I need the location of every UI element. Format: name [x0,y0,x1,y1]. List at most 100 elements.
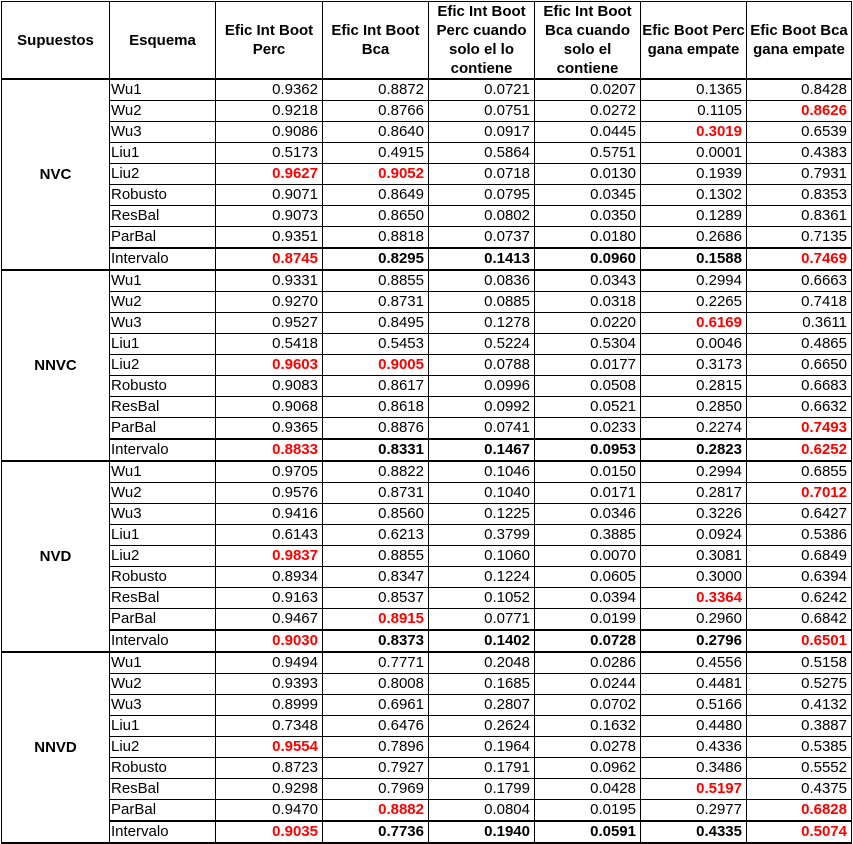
scheme-cell: Wu3 [109,312,216,334]
value-cell: 0.0070 [534,545,641,567]
value-cell: 0.7896 [322,736,429,758]
value-cell: 0.6842 [746,608,852,631]
interval-row: Intervalo 0.8833 0.8331 0.1467 0.0953 0.2823 0… [2,438,852,462]
value-cell: 0.1278 [428,312,535,334]
value-cell: 0.8560 [322,503,429,525]
value-cell: 0.5166 [640,694,747,716]
value-cell: 0.0718 [428,163,535,185]
value-cell: 0.9393 [215,673,323,695]
value-cell: 0.0836 [428,269,535,292]
value-cell: 0.8618 [322,396,429,418]
value-cell: 0.0521 [534,396,641,418]
value-cell: 0.8331 [322,438,429,462]
value-cell: 0.7012 [746,482,852,504]
scheme-cell: Robusto [109,757,216,779]
value-cell: 0.0199 [534,608,641,631]
value-cell: 0.0272 [534,100,641,122]
value-cell: 0.3019 [640,121,747,143]
value-cell: 0.0591 [534,820,641,844]
value-cell: 0.0751 [428,100,535,122]
table-row: NVC Wu1 0.9362 0.8872 0.0721 0.0207 0.1365 0.84… [1,78,852,271]
value-cell: 0.0428 [534,778,641,800]
group-label: NNVD [1,651,110,844]
value-cell: 0.1413 [428,247,535,271]
value-cell: 0.0394 [534,587,641,609]
table-row: NVD Wu1 0.9705 0.8822 0.1046 0.0150 0.2994 0.68… [1,460,852,653]
table-row: ParBal 0.9467 0.8915 0.0771 0.0199 0.2960 0.68… [2,608,852,631]
value-cell: 0.7348 [215,715,323,737]
value-cell: 0.7135 [746,226,852,249]
value-cell: 0.0343 [534,269,641,292]
value-cell: 0.9163 [215,587,323,609]
value-cell: 0.0802 [428,205,535,227]
value-cell: 0.5158 [746,651,852,674]
value-cell: 0.5418 [215,333,323,355]
value-cell: 0.0953 [534,438,641,462]
table-row: Wu2 0.9218 0.8766 0.0751 0.0272 0.1105 0.8626 [2,100,852,122]
value-cell: 0.2823 [640,438,747,462]
value-cell: 0.6213 [322,524,429,546]
value-cell: 0.6143 [215,524,323,546]
value-cell: 0.0771 [428,608,535,631]
value-cell: 0.9362 [215,78,323,101]
header-perc-gana-empate: Efic Boot Perc gana empate [640,1,747,80]
value-cell: 0.9576 [215,482,323,504]
value-cell: 0.9218 [215,100,323,122]
scheme-cell: Wu1 [109,651,216,674]
interval-row: Intervalo 0.8745 0.8295 0.1413 0.0960 0.1588 0… [2,247,852,271]
value-cell: 0.9331 [215,269,323,292]
value-cell: 0.0605 [534,566,641,588]
value-cell: 0.8537 [322,587,429,609]
table-row: Liu2 0.9603 0.9005 0.0788 0.0177 0.3173 0.6650 [2,354,852,376]
table-row: NNVD Wu1 0.9494 0.7771 0.2048 0.0286 0.4556 0.5… [1,651,852,844]
table-row: Wu3 0.9416 0.8560 0.1225 0.0346 0.3226 0.6427 [2,503,852,525]
value-cell: 0.5751 [534,142,641,164]
value-cell: 0.7736 [322,820,429,844]
value-cell: 0.3887 [746,715,852,737]
value-cell: 0.9554 [215,736,323,758]
table-body: NVC Wu1 0.9362 0.8872 0.0721 0.0207 0.1365 0.84… [1,78,852,844]
table-row: Wu2 0.9393 0.8008 0.1685 0.0244 0.4481 0.5275 [2,673,852,695]
value-cell: 0.2977 [640,799,747,822]
scheme-cell: Wu3 [109,694,216,716]
value-cell: 0.8347 [322,566,429,588]
value-cell: 0.0962 [534,757,641,779]
group-label: NVD [1,460,110,653]
scheme-cell: Wu2 [109,100,216,122]
value-cell: 0.1467 [428,438,535,462]
value-cell: 0.9470 [215,799,323,822]
value-cell: 0.9705 [215,460,323,483]
value-cell: 0.2048 [428,651,535,674]
value-cell: 0.2815 [640,375,747,397]
value-cell: 0.1799 [428,778,535,800]
table-row: NNVC Wu1 0.9331 0.8855 0.0836 0.0343 0.2994 0.6… [1,269,852,462]
value-cell: 0.3226 [640,503,747,525]
value-cell: 0.7493 [746,417,852,440]
scheme-cell: Liu1 [109,715,216,737]
scheme-cell: Wu3 [109,503,216,525]
value-cell: 0.0917 [428,121,535,143]
value-cell: 0.1046 [428,460,535,483]
value-cell: 0.1632 [534,715,641,737]
value-cell: 0.0046 [640,333,747,355]
scheme-cell: Liu1 [109,142,216,164]
value-cell: 0.8855 [322,269,429,292]
value-cell: 0.6683 [746,375,852,397]
value-cell: 0.5386 [746,524,852,546]
scheme-cell: Wu3 [109,121,216,143]
value-cell: 0.0207 [534,78,641,101]
value-cell: 0.1225 [428,503,535,525]
header-efic-bca-solo: Efic Int Boot Bca cuando solo el contien… [534,1,641,80]
value-cell: 0.9298 [215,778,323,800]
value-cell: 0.0177 [534,354,641,376]
value-cell: 0.8008 [322,673,429,695]
value-cell: 0.5453 [322,333,429,355]
value-cell: 0.8626 [746,100,852,122]
value-cell: 0.8731 [322,291,429,313]
value-cell: 0.1940 [428,820,535,844]
scheme-cell: Liu1 [109,524,216,546]
value-cell: 0.4556 [640,651,747,674]
value-cell: 0.1289 [640,205,747,227]
value-cell: 0.9030 [215,629,323,653]
value-cell: 0.6663 [746,269,852,292]
